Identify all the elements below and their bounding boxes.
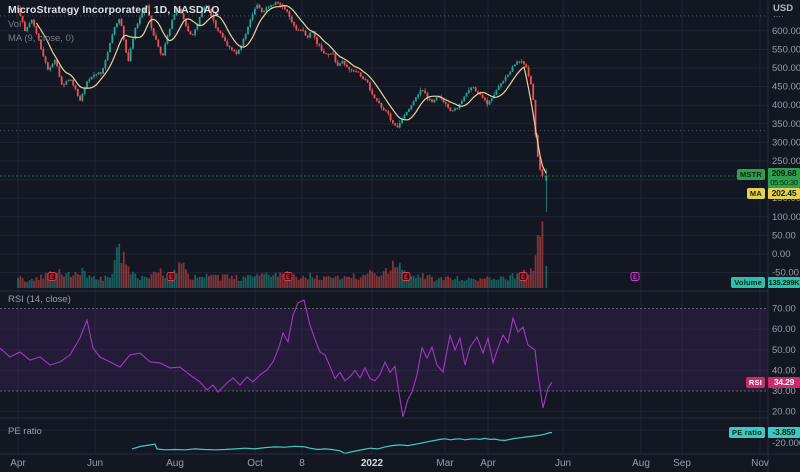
svg-text:100.00: 100.00 (772, 212, 800, 223)
symbol-price-chip: MSTR (736, 169, 765, 180)
earnings-icon (283, 272, 293, 281)
rsi-value-badge: 34.29 (768, 377, 800, 388)
ma-value-badge: 202.45 (768, 188, 800, 199)
svg-text:500.00: 500.00 (772, 63, 800, 74)
rsi-axis[interactable]: 70.00 60.00 50.00 40.00 30.00 20.00 (772, 304, 796, 418)
pe-value-badge: -3.859 (768, 427, 800, 438)
earnings-icon (630, 272, 640, 281)
svg-text:70.00: 70.00 (772, 304, 796, 315)
svg-text:E: E (521, 275, 525, 281)
svg-text:30.00: 30.00 (772, 386, 796, 397)
volume-value-badge: 135.299K (768, 277, 800, 288)
svg-text:E: E (633, 275, 637, 281)
svg-text:E: E (169, 275, 173, 281)
svg-text:50.00: 50.00 (772, 345, 796, 356)
svg-text:300.00: 300.00 (772, 137, 800, 148)
svg-text:8: 8 (299, 458, 305, 469)
price-axis[interactable]: ···· 600.00 550.00 500.00 450.00 400.00 350.00… (772, 12, 800, 279)
rsi-band (0, 308, 768, 392)
svg-text:Apr: Apr (10, 458, 26, 469)
rsi-chip: RSI (745, 377, 765, 388)
countdown-timer: 05:50:30 (770, 178, 798, 187)
ma-chip: MA (746, 188, 765, 199)
horizontal-lines[interactable] (0, 15, 768, 131)
svg-text:Jun: Jun (87, 458, 103, 469)
earnings-icon (166, 272, 176, 281)
svg-text:Apr: Apr (480, 458, 496, 469)
candles (17, 1, 548, 212)
svg-text:E: E (404, 275, 408, 281)
svg-text:Oct: Oct (247, 458, 263, 469)
svg-text:350.00: 350.00 (772, 119, 800, 130)
pe-axis[interactable]: -20.000 (772, 438, 800, 449)
svg-text:····: ···· (773, 12, 784, 21)
earnings-icon (518, 272, 528, 281)
pe-line (131, 431, 553, 454)
svg-text:40.00: 40.00 (772, 365, 796, 376)
svg-text:E: E (286, 275, 290, 281)
svg-text:600.00: 600.00 (772, 26, 800, 37)
earnings-icon (47, 272, 57, 281)
currency-label[interactable]: USD (773, 3, 794, 14)
earnings-icon (401, 272, 411, 281)
svg-text:Aug: Aug (166, 458, 184, 469)
svg-text:250.00: 250.00 (772, 156, 800, 167)
svg-text:50.00: 50.00 (772, 230, 796, 241)
svg-text:2022: 2022 (361, 458, 384, 469)
rsi-line (0, 299, 553, 417)
svg-text:E: E (50, 275, 54, 281)
svg-text:400.00: 400.00 (772, 100, 800, 111)
svg-text:Sep: Sep (673, 458, 691, 469)
svg-text:Nov: Nov (751, 458, 769, 469)
svg-text:-50.00: -50.00 (772, 268, 799, 279)
ma-line (35, 4, 547, 174)
svg-text:20.00: 20.00 (772, 407, 796, 418)
last-price: 209.68 (771, 168, 797, 178)
volume-chip: Volume (731, 277, 765, 288)
svg-text:Aug: Aug (632, 458, 650, 469)
volume-bars (17, 221, 548, 288)
symbol-price-badge: 209.68 05:50:30 (768, 168, 800, 188)
svg-text:Mar: Mar (436, 458, 454, 469)
gridlines (0, 0, 768, 454)
svg-text:-20.000: -20.000 (772, 438, 800, 449)
svg-text:Jun: Jun (555, 458, 571, 469)
svg-text:550.00: 550.00 (772, 44, 800, 55)
svg-text:60.00: 60.00 (772, 324, 796, 335)
time-axis[interactable]: Apr Jun Aug Oct 8 2022 Mar Apr Jun Aug Sep Nov (10, 458, 769, 469)
pe-chip: PE ratio (729, 427, 765, 438)
svg-text:0.00: 0.00 (772, 249, 791, 260)
svg-text:450.00: 450.00 (772, 82, 800, 93)
